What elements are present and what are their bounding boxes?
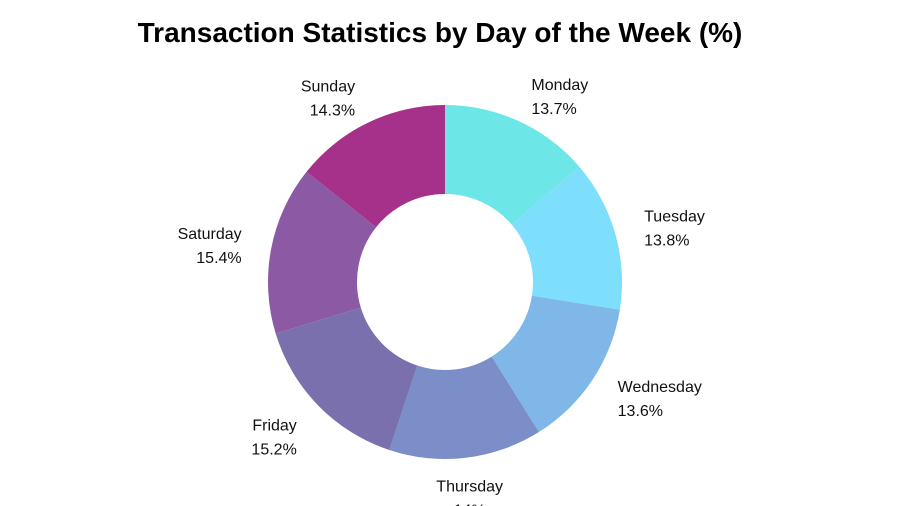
- value-monday: 13.7%: [531, 101, 576, 118]
- label-monday: Monday: [531, 77, 588, 94]
- slice-sunday: [306, 105, 445, 228]
- slice-wednesday: [491, 295, 620, 433]
- value-tuesday: 13.8%: [644, 232, 689, 249]
- slice-monday: [445, 105, 580, 225]
- value-thursday: 14%: [454, 503, 486, 506]
- label-sunday: Sunday: [301, 79, 355, 96]
- slice-friday: [275, 307, 418, 450]
- label-tuesday: Tuesday: [644, 208, 705, 225]
- slice-tuesday: [511, 166, 622, 310]
- value-friday: 15.2%: [251, 442, 296, 459]
- value-wednesday: 13.6%: [618, 403, 663, 420]
- value-saturday: 15.4%: [196, 250, 241, 267]
- labels-group: Monday 13.7% Tuesday 13.8% Wednesday 13.6% Thu…: [178, 77, 705, 506]
- slice-saturday: [267, 171, 377, 334]
- value-sunday: 14.3%: [310, 103, 355, 120]
- slices-group: [267, 105, 622, 460]
- label-wednesday: Wednesday: [618, 379, 702, 396]
- chart-title: Transaction Statistics by Day of the Wee…: [137, 17, 743, 48]
- label-saturday: Saturday: [178, 226, 242, 243]
- label-friday: Friday: [252, 418, 296, 435]
- label-thursday: Thursday: [436, 479, 503, 496]
- slice-thursday: [389, 356, 539, 460]
